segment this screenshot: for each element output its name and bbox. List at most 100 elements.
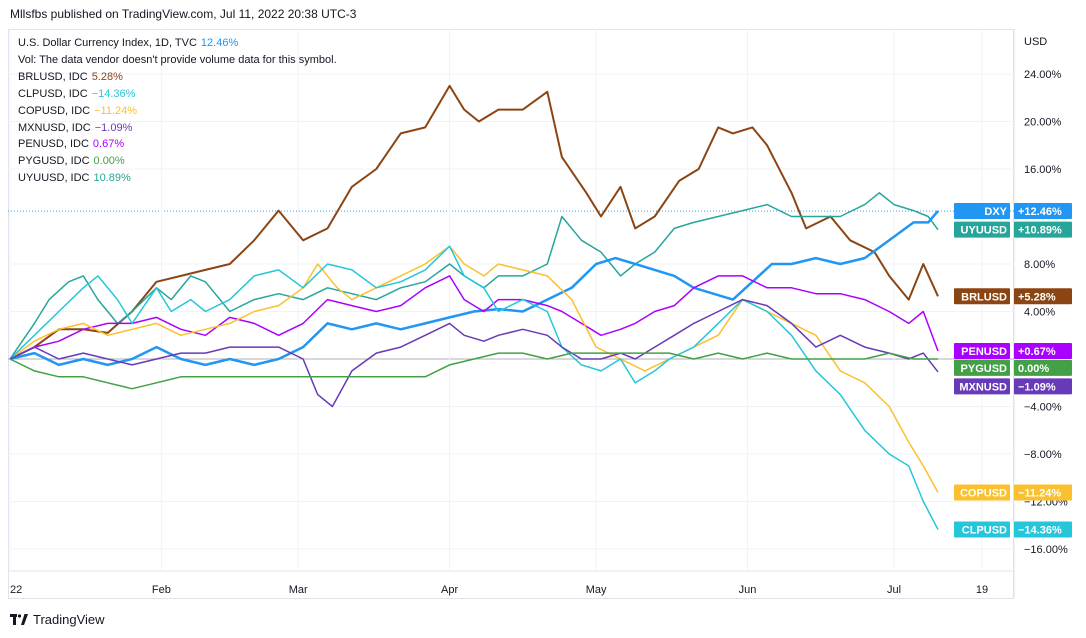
badge-copusd[interactable]: COPUSD −11.24% — [954, 484, 1072, 501]
legend-item-copusd[interactable]: COPUSD, IDC −11.24% — [18, 103, 337, 120]
badge-value-box — [1014, 378, 1072, 395]
legend-item-name: UYUUSD, IDC — [18, 172, 90, 185]
badge-value: +12.46% — [1018, 206, 1062, 218]
x-tick-label: 19 — [976, 584, 988, 596]
x-tick-label: Mar — [289, 584, 308, 596]
series-line-penusd[interactable] — [9, 275, 939, 360]
legend-item-value: 5.28% — [91, 70, 123, 83]
y-tick-label: −16.00% — [1024, 544, 1068, 556]
badge-symbol: PENUSD — [961, 346, 1007, 358]
badge-value: +5.28% — [1018, 291, 1056, 303]
badge-value: −11.24% — [1018, 487, 1061, 499]
badge-symbol: MXNUSD — [959, 381, 1007, 393]
x-axis: 22 Feb Mar Apr May Jun Jul 19 — [10, 584, 988, 596]
legend-item-value: 0.00% — [93, 155, 125, 168]
legend-vol-note: Vol: The data vendor doesn't provide vol… — [18, 53, 337, 66]
badge-value: 0.00% — [1018, 363, 1049, 375]
series-line-dxy[interactable] — [9, 210, 939, 367]
legend-item-name: MXNUSD, IDC — [18, 121, 91, 134]
badge-value-box — [1014, 203, 1072, 220]
x-tick-label: 22 — [10, 584, 22, 596]
legend-main[interactable]: U.S. Dollar Currency Index, 1D, TVC 12.46… — [18, 35, 337, 52]
legend-item-name: BRLUSD, IDC — [18, 70, 88, 83]
x-tick-label: May — [586, 584, 607, 596]
badge-value-box — [1014, 288, 1072, 305]
series-line-pygusd[interactable] — [9, 352, 938, 390]
y-tick-label: 24.00% — [1024, 69, 1062, 81]
series-layer — [9, 84, 939, 530]
badge-symbol: BRLUSD — [961, 291, 1007, 303]
badge-value-box — [1014, 359, 1072, 376]
badge-label-box — [954, 521, 1010, 538]
badge-label-box — [954, 221, 1010, 238]
publish-header: Mllsfbs published on TradingView.com, Ju… — [10, 7, 357, 21]
legend-item-value: 10.89% — [93, 172, 131, 185]
footer-brand: TradingView — [33, 612, 105, 627]
footer[interactable]: TradingView — [10, 612, 105, 627]
badge-clpusd[interactable]: CLPUSD −14.36% — [954, 521, 1072, 538]
legend-item-clpusd[interactable]: CLPUSD, IDC −14.36% — [18, 86, 337, 103]
badge-brlusd[interactable]: BRLUSD +5.28% — [954, 288, 1072, 305]
y-tick-label: 8.00% — [1024, 259, 1055, 271]
badge-penusd[interactable]: PENUSD +0.67% — [954, 343, 1072, 360]
legend-item-uyuusd[interactable]: UYUUSD, IDC 10.89% — [18, 170, 337, 187]
badge-label-box — [954, 288, 1010, 305]
legend-item-value: −14.36% — [91, 87, 136, 100]
badge-value: −14.36% — [1018, 525, 1062, 537]
badge-symbol: CLPUSD — [962, 525, 1007, 537]
legend-items: BRLUSD, IDC 5.28% CLPUSD, IDC −14.36% COPUSD… — [18, 69, 337, 187]
badge-dxy[interactable]: DXY +12.46% — [954, 203, 1072, 220]
x-tick-label: Jul — [887, 584, 901, 596]
legend-item-brlusd[interactable]: BRLUSD, IDC 5.28% — [18, 69, 337, 86]
series-line-clpusd[interactable] — [9, 245, 939, 530]
badge-symbol: PYGUSD — [961, 363, 1008, 375]
x-tick-label: Feb — [152, 584, 171, 596]
legend-item-value: 0.67% — [92, 138, 125, 151]
y-tick-label: 4.00% — [1024, 307, 1055, 319]
legend-item-value: −11.24% — [94, 104, 138, 117]
legend-item-pygusd[interactable]: PYGUSD, IDC 0.00% — [18, 153, 337, 170]
badge-symbol: UYUUSD — [961, 225, 1008, 237]
badge-value: −1.09% — [1018, 381, 1056, 393]
series-line-copusd[interactable] — [9, 245, 939, 493]
badge-pygusd[interactable]: PYGUSD 0.00% — [954, 359, 1072, 376]
badge-value-box — [1014, 343, 1072, 360]
badge-value-box — [1014, 221, 1072, 238]
grid-layer — [8, 29, 1015, 598]
badge-symbol: COPUSD — [960, 487, 1007, 499]
series-line-mxnusd[interactable] — [9, 298, 939, 408]
chart-legend: U.S. Dollar Currency Index, 1D, TVC 12.46… — [18, 35, 337, 187]
legend-main-name: U.S. Dollar Currency Index, 1D, TVC — [18, 37, 197, 49]
badge-label-box — [954, 203, 1010, 220]
x-tick-label: Apr — [441, 584, 458, 596]
badge-uyuusd[interactable]: UYUUSD +10.89% — [954, 221, 1072, 238]
badge-value: +10.89% — [1018, 225, 1062, 237]
legend-item-name: PENUSD, IDC — [18, 138, 89, 151]
legend-item-mxnusd[interactable]: MXNUSD, IDC −1.09% — [18, 120, 337, 137]
price-badges: DXY +12.46% UYUUSD +10.89% BRLUSD +5.28% PENUS… — [954, 203, 1072, 538]
y-tick-label: −4.00% — [1024, 402, 1062, 414]
legend-item-name: CLPUSD, IDC — [18, 87, 88, 100]
legend-item-penusd[interactable]: PENUSD, IDC 0.67% — [18, 136, 337, 153]
badge-label-box — [954, 359, 1010, 376]
y-tick-label: 20.00% — [1024, 117, 1062, 129]
badge-symbol: DXY — [984, 206, 1007, 218]
badge-mxnusd[interactable]: MXNUSD −1.09% — [954, 378, 1072, 395]
badge-value-box — [1014, 484, 1072, 501]
legend-item-name: PYGUSD, IDC — [18, 155, 90, 168]
badge-label-box — [954, 378, 1010, 395]
y-tick-label: 16.00% — [1024, 164, 1062, 176]
badge-value-box — [1014, 521, 1072, 538]
badge-value: +0.67% — [1018, 346, 1056, 358]
tradingview-logo-icon — [10, 613, 28, 626]
y-axis-unit-label: USD — [1024, 36, 1047, 48]
badge-label-box — [954, 343, 1010, 360]
y-tick-label: −8.00% — [1024, 449, 1062, 461]
badge-label-box — [954, 484, 1010, 501]
series-line-uyuusd[interactable] — [9, 192, 939, 360]
legend-main-value: 12.46% — [200, 37, 239, 49]
x-tick-label: Jun — [739, 584, 757, 596]
legend-item-value: −1.09% — [94, 121, 133, 134]
legend-item-name: COPUSD, IDC — [18, 104, 91, 117]
